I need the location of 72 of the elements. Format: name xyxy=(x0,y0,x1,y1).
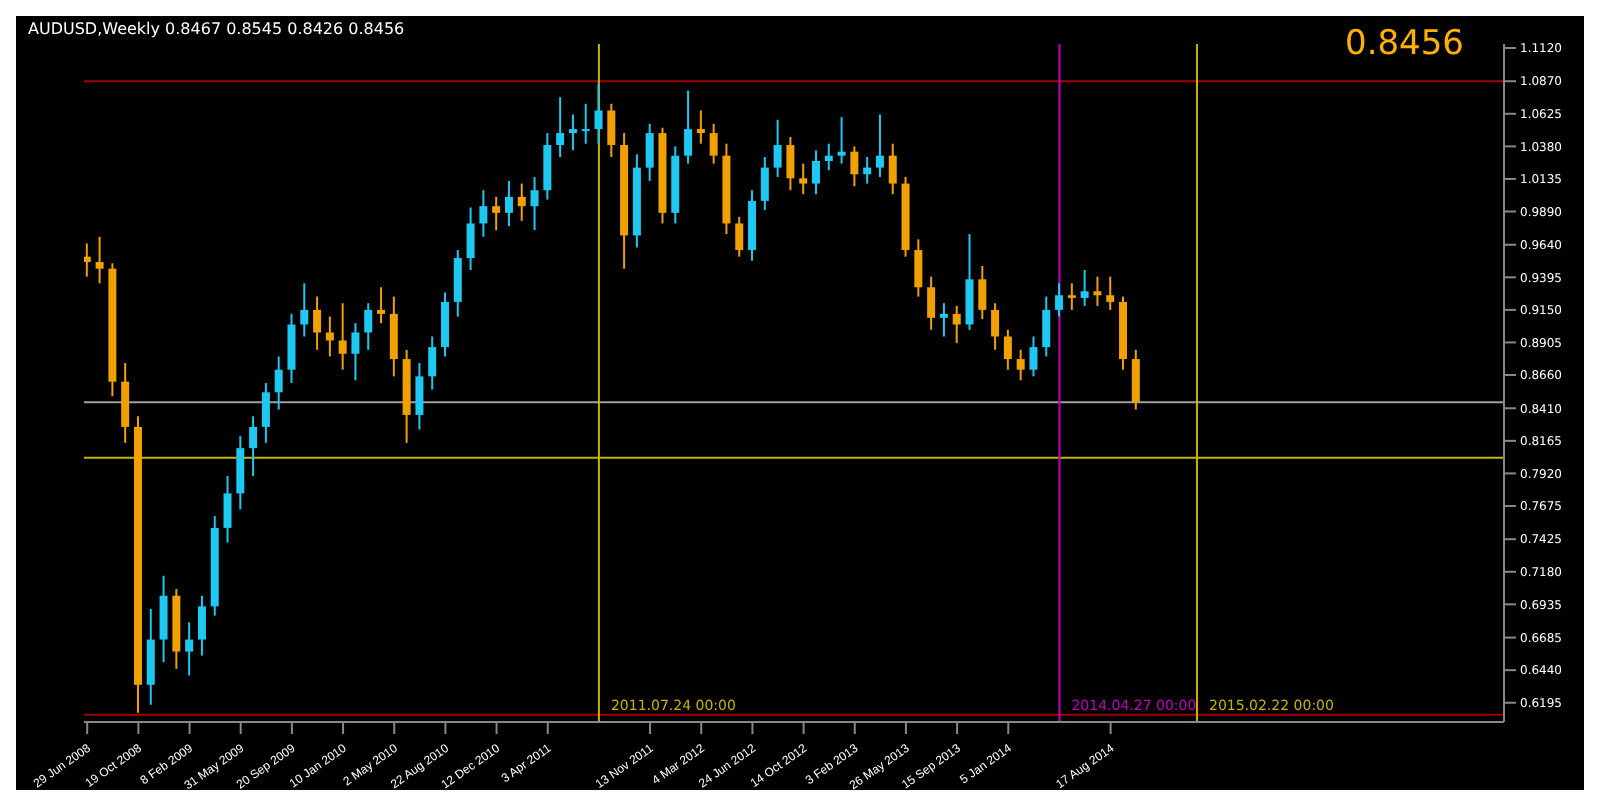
candlestick xyxy=(1029,335,1038,378)
candlestick xyxy=(274,355,283,411)
candlestick xyxy=(978,265,987,321)
candlestick xyxy=(492,195,501,232)
candlestick xyxy=(466,206,475,271)
candlestick xyxy=(965,233,974,331)
candlestick xyxy=(441,291,449,358)
candlestick xyxy=(991,302,1000,351)
candlestick xyxy=(1067,282,1076,311)
candlestick xyxy=(325,315,334,358)
candlestick xyxy=(223,475,232,544)
candlestick xyxy=(236,435,245,511)
candlestick xyxy=(197,594,206,657)
candlestick xyxy=(377,286,386,325)
candlestick xyxy=(364,302,373,351)
candlestick xyxy=(453,249,462,318)
candlestick xyxy=(875,113,884,178)
candlestick xyxy=(428,335,437,391)
candlestick xyxy=(261,382,270,444)
candlestick xyxy=(517,182,526,222)
candlestick xyxy=(338,302,347,371)
candlestick xyxy=(927,275,936,331)
candlestick xyxy=(1003,328,1012,371)
candlestick xyxy=(607,102,616,158)
candlestick xyxy=(159,574,168,664)
candlestick xyxy=(1093,275,1102,307)
candlestick xyxy=(249,415,258,478)
candlestick xyxy=(300,282,309,338)
candlestick xyxy=(824,142,833,172)
candlestick xyxy=(146,608,155,706)
candlestick xyxy=(313,295,322,351)
candlestick xyxy=(684,89,693,165)
candlestick xyxy=(837,116,846,165)
candlestick xyxy=(1080,269,1089,307)
candlestick xyxy=(760,156,769,212)
candlestick xyxy=(696,109,705,145)
candlestick xyxy=(84,242,91,278)
candlestick xyxy=(415,362,424,431)
candlestick xyxy=(568,113,577,152)
candlestick xyxy=(786,136,795,192)
candlestick xyxy=(914,238,923,298)
candlestick xyxy=(556,96,565,158)
candlestick xyxy=(95,235,104,285)
candlestick xyxy=(121,362,130,444)
candlestick xyxy=(287,312,296,384)
candlestick xyxy=(939,302,948,338)
candlestick xyxy=(863,156,872,185)
candlestick xyxy=(799,162,808,196)
candlestick xyxy=(735,215,744,258)
candlestick xyxy=(888,142,897,196)
candlestick xyxy=(543,132,552,201)
candlestick xyxy=(479,189,488,238)
candlestick xyxy=(504,179,513,228)
candlestick xyxy=(773,118,782,178)
candlestick xyxy=(389,295,398,378)
candlestick xyxy=(351,322,360,382)
candlestick xyxy=(185,621,194,677)
candlestick xyxy=(1055,282,1064,318)
candlestick xyxy=(581,102,590,145)
annotation: 0.8456 xyxy=(1345,24,1464,64)
candlestick xyxy=(645,122,654,182)
candlestick xyxy=(594,82,603,145)
candlestick xyxy=(1106,275,1115,311)
chart-title: AUDUSD,Weekly 0.8467 0.8545 0.8426 0.8456 xyxy=(28,20,405,38)
candlestick xyxy=(1016,348,1025,382)
candlestick xyxy=(952,304,961,345)
candlestick xyxy=(1042,295,1051,358)
candlestick xyxy=(1131,348,1140,411)
candlestick xyxy=(811,149,820,196)
candlestick xyxy=(850,145,859,188)
candlestick xyxy=(530,175,539,232)
candlestick xyxy=(709,122,718,165)
